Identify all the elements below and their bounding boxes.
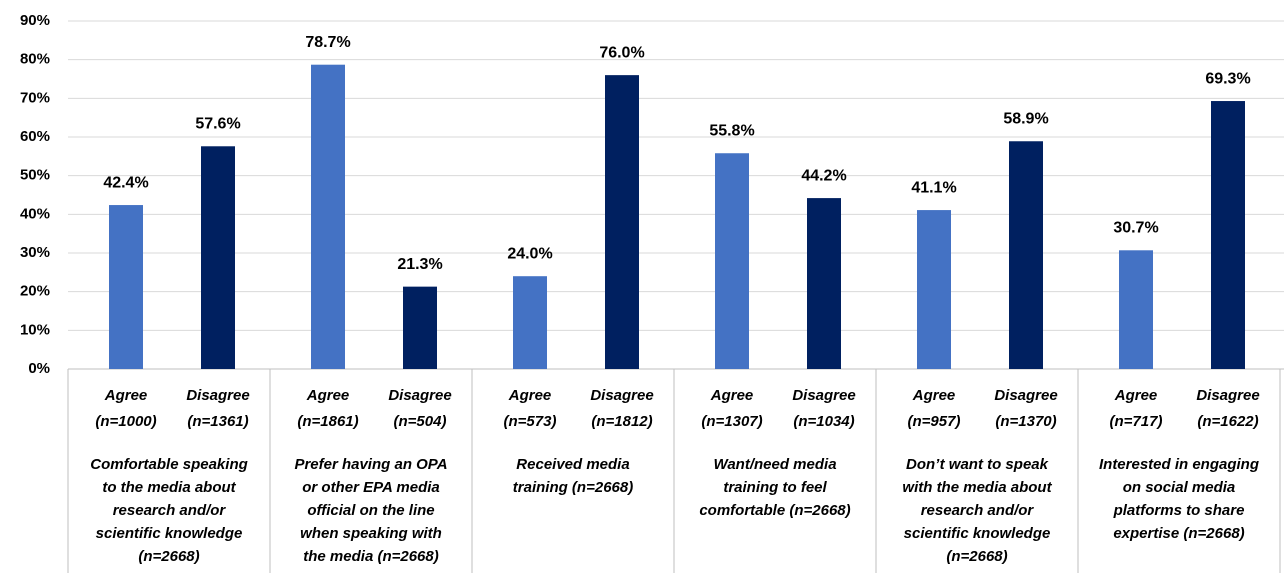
category-label: Received media [516,456,629,473]
series-label: Disagree [792,387,855,404]
category-label: on social media [1123,479,1236,496]
series-label: Disagree [388,387,451,404]
y-tick-label: 80% [20,51,50,68]
category-label: research and/or [113,502,227,519]
category-label: when speaking with [300,525,442,542]
bar [513,276,547,369]
category-label: training to feel [723,479,827,496]
category-label: expertise (n=2668) [1113,525,1244,542]
value-label: 41.1% [911,179,956,196]
bar [605,75,639,369]
bar [1119,250,1153,369]
series-label: Disagree [1196,387,1259,404]
y-tick-label: 10% [20,321,50,338]
sample-label: (n=957) [908,413,961,430]
y-tick-label: 30% [20,244,50,261]
value-label: 78.7% [305,34,350,51]
value-label: 30.7% [1113,220,1158,237]
y-tick-label: 50% [20,167,50,184]
category-label: (n=2668) [138,548,199,565]
series-label: Disagree [186,387,249,404]
bar [917,210,951,369]
sample-label: (n=1622) [1197,413,1258,430]
category-label: Interested in engaging [1099,456,1259,473]
series-label: Agree [104,387,148,404]
bar [1211,101,1245,369]
sample-label: (n=573) [504,413,557,430]
value-label: 76.0% [599,44,644,61]
category-label: research and/or [921,502,1035,519]
value-label: 44.2% [801,167,846,184]
category-label: official on the line [307,502,434,519]
category-label: the media (n=2668) [303,548,438,565]
series-label: Agree [306,387,350,404]
sample-label: (n=1861) [297,413,358,430]
category-label: scientific knowledge [904,525,1051,542]
value-label: 58.9% [1003,110,1048,127]
category-label: (n=2668) [946,548,1007,565]
series-label: Disagree [994,387,1057,404]
y-tick-label: 20% [20,283,50,300]
sample-label: (n=1034) [793,413,854,430]
bar [807,198,841,369]
sample-label: (n=1361) [187,413,248,430]
category-label: platforms to share [1113,502,1245,519]
value-label: 24.0% [507,245,552,262]
category-label: scientific knowledge [96,525,243,542]
category-label: or other EPA media [302,479,440,496]
bar [311,64,345,370]
bar [109,205,143,369]
value-label: 21.3% [397,256,442,273]
sample-label: (n=504) [394,413,447,430]
value-label: 57.6% [195,115,240,132]
category-label: Prefer having an OPA [294,456,447,473]
bar [403,286,437,369]
sample-label: (n=717) [1110,413,1163,430]
bar [715,153,749,369]
y-tick-label: 70% [20,89,50,106]
y-tick-label: 60% [20,128,50,145]
value-label: 55.8% [709,122,754,139]
y-tick-label: 90% [20,12,50,29]
series-label: Agree [508,387,552,404]
category-label: Comfortable speaking [90,456,248,473]
series-label: Disagree [590,387,653,404]
category-label: with the media about [902,479,1052,496]
category-label: training (n=2668) [513,479,633,496]
category-label: Want/need media [713,456,836,473]
sample-label: (n=1370) [995,413,1056,430]
category-label: comfortable (n=2668) [699,502,850,519]
y-tick-label: 0% [28,360,50,377]
value-label: 42.4% [103,174,148,191]
sample-label: (n=1812) [591,413,652,430]
bar [201,146,235,369]
value-label: 69.3% [1205,70,1250,87]
y-tick-label: 40% [20,205,50,222]
category-label: Don’t want to speak [906,456,1049,473]
sample-label: (n=1000) [95,413,156,430]
series-label: Agree [912,387,956,404]
bar [1009,141,1043,369]
series-label: Agree [1114,387,1158,404]
category-label: to the media about [102,479,236,496]
sample-label: (n=1307) [701,413,762,430]
series-label: Agree [710,387,754,404]
